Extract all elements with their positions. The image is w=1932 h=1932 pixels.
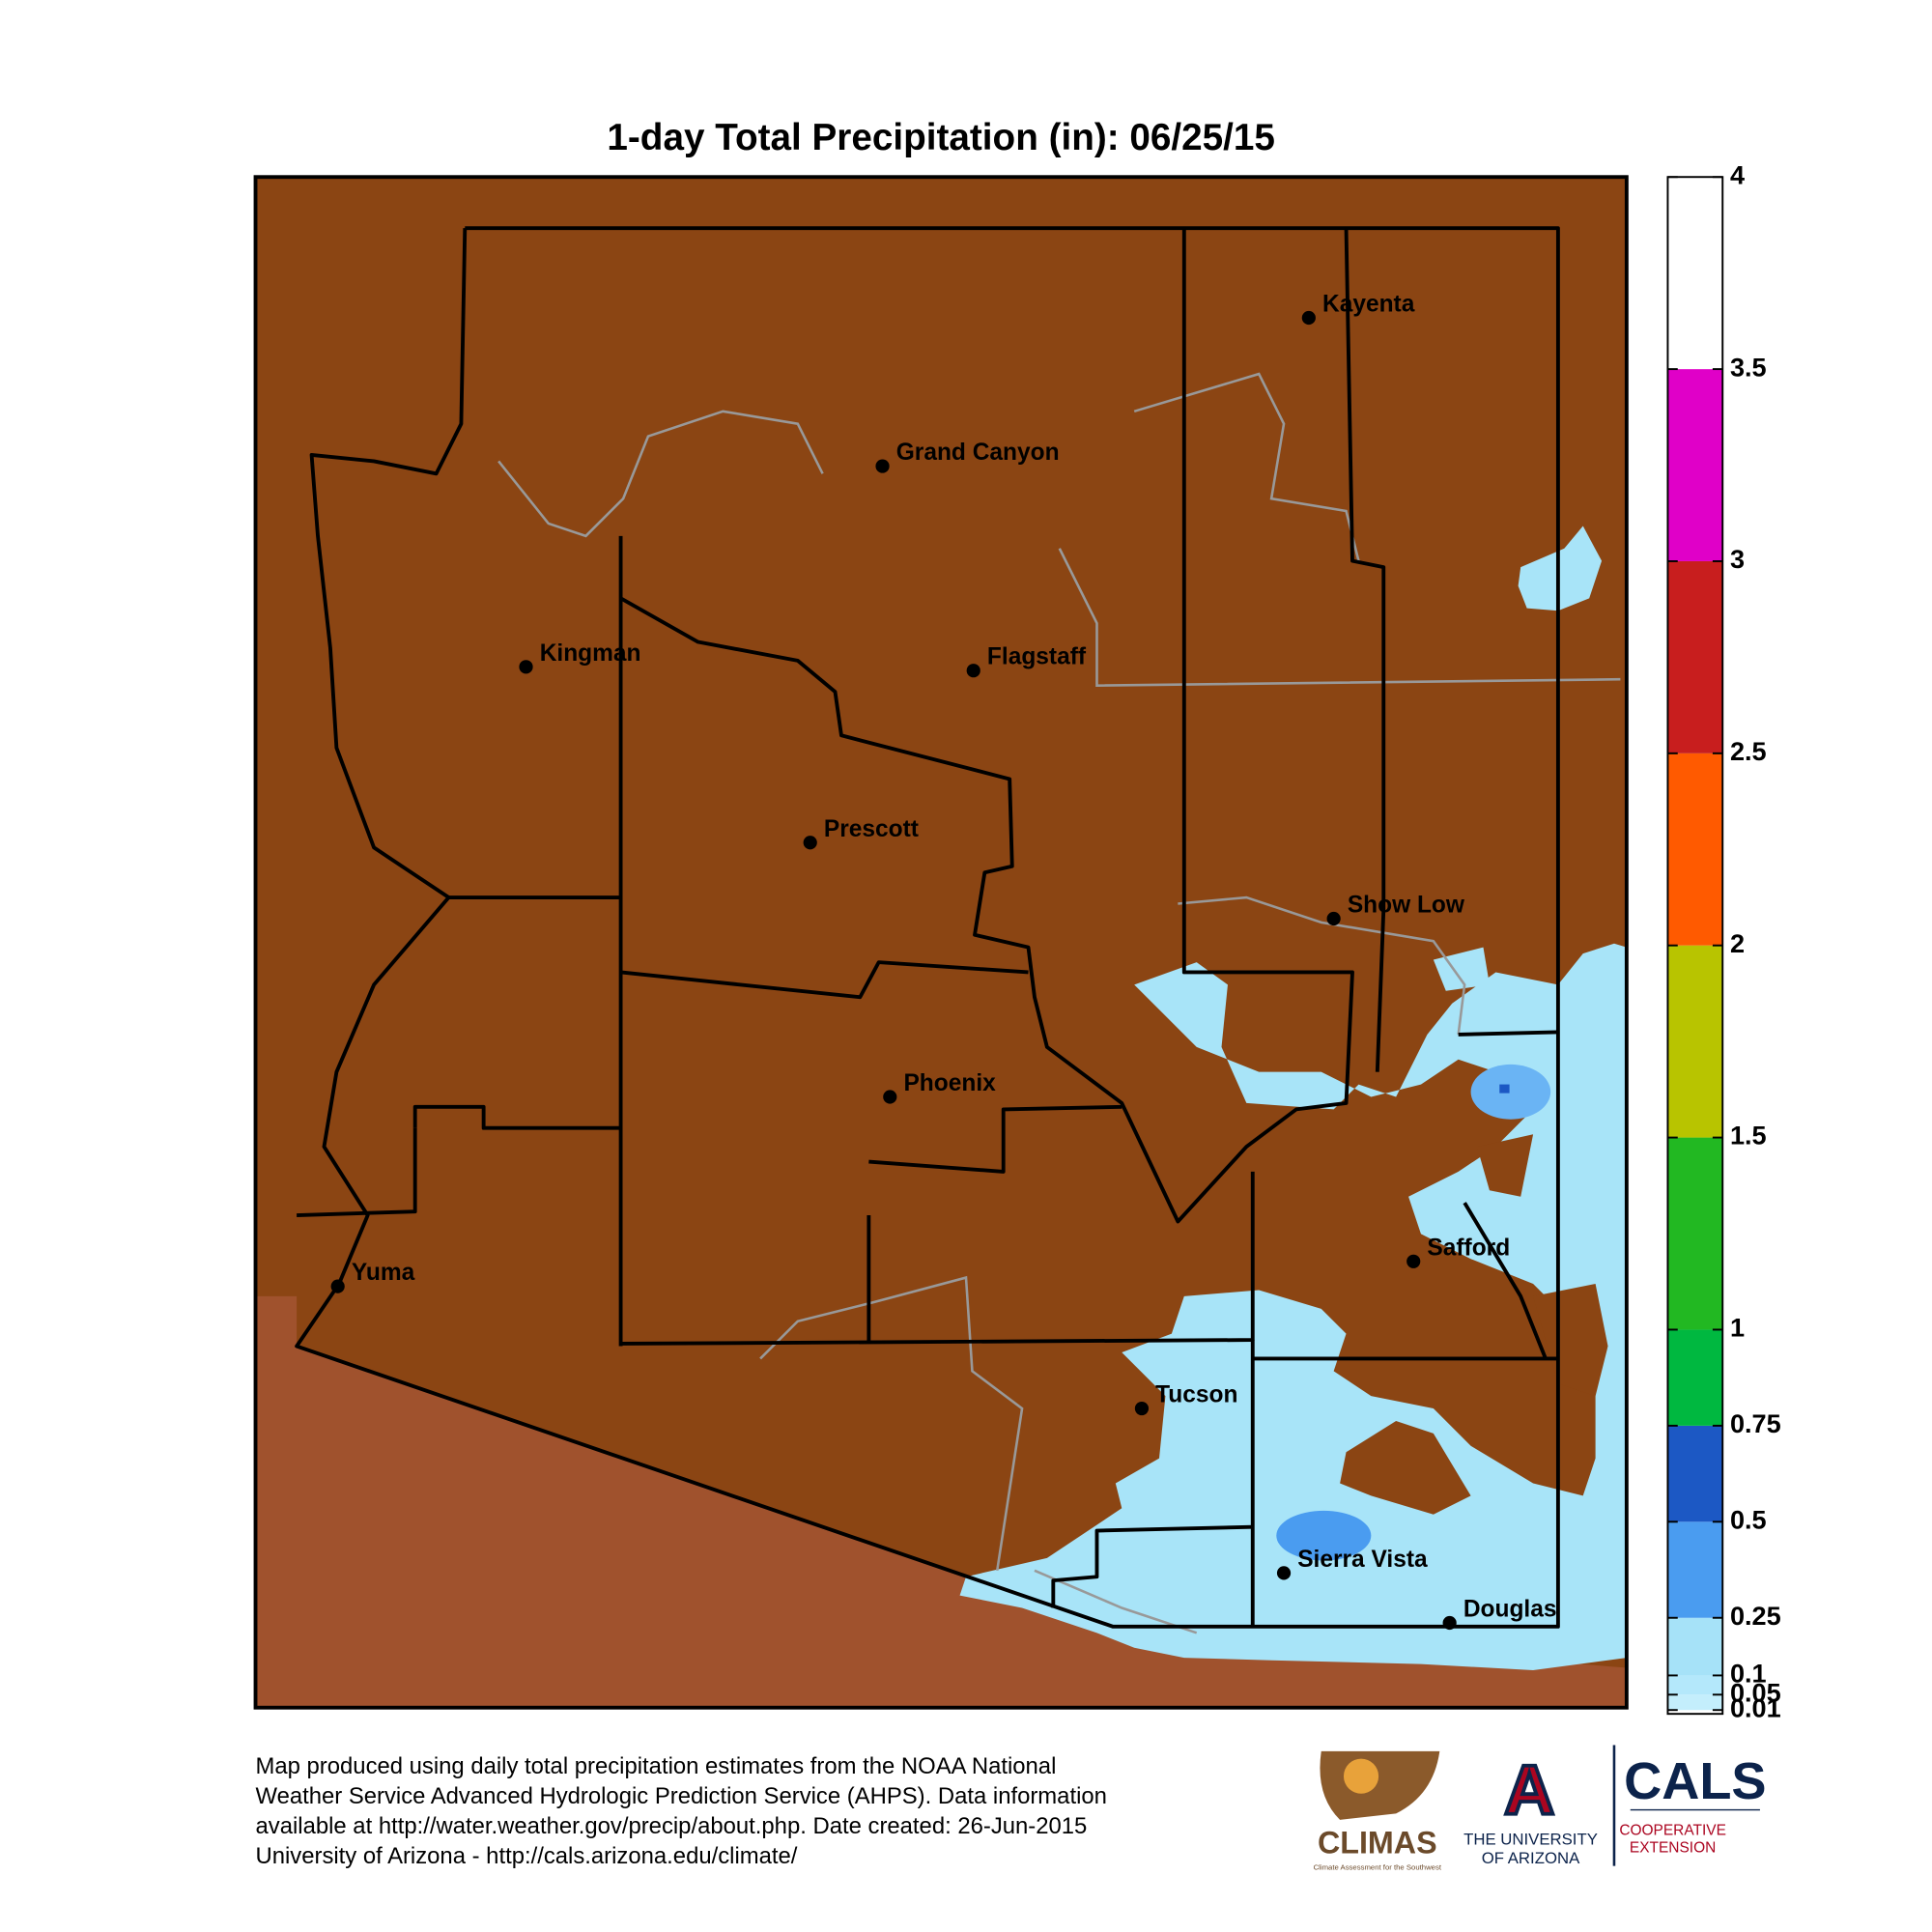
cals-logo: CALS (1624, 1752, 1767, 1810)
footer-line: available at http://water.weather.gov/pr… (256, 1813, 1088, 1839)
city-dot (966, 664, 980, 678)
colorbar-label: 0.25 (1730, 1601, 1781, 1631)
colorbar-band (1667, 560, 1723, 753)
city-label: Kayenta (1322, 292, 1415, 318)
city-dot (1406, 1254, 1421, 1268)
colorbar-band (1667, 1617, 1723, 1676)
colorbar-label: 1.5 (1730, 1121, 1767, 1151)
colorbar-label: 0.1 (1730, 1659, 1767, 1689)
colorbar-band (1667, 177, 1723, 370)
colorbar-band (1667, 369, 1723, 561)
city-dot (875, 459, 890, 473)
colorbar-band (1667, 1329, 1723, 1426)
cals-text: EXTENSION (1630, 1839, 1716, 1856)
city-label: Kingman (540, 640, 641, 667)
cals-text: COOPERATIVE (1619, 1822, 1726, 1838)
city-dot (803, 836, 817, 850)
ua-text: OF ARIZONA (1482, 1849, 1580, 1867)
footer: Map produced using daily total precipita… (256, 1753, 1107, 1869)
city-dot (1276, 1566, 1292, 1580)
city-label: Flagstaff (987, 644, 1087, 670)
city-label: Phoenix (903, 1070, 996, 1096)
heavier-precip (1276, 1064, 1551, 1561)
colorbar: 0.010.050.1 0.25 0.5 0.75 1 1.5 2 2.5 3 3.5 4 (1666, 159, 1781, 1722)
footer-line: University of Arizona - http://cals.ariz… (256, 1843, 798, 1869)
colorbar-label: 3.5 (1730, 352, 1767, 382)
city-dot (1301, 310, 1316, 326)
city-label: Safford (1427, 1235, 1510, 1261)
footer-line: Map produced using daily total precipita… (256, 1753, 1057, 1779)
city-label: Tucson (1155, 1382, 1237, 1408)
city-label: Douglas (1463, 1597, 1557, 1623)
mexico (255, 1295, 1627, 1708)
colorbar-band (1667, 753, 1723, 946)
map-title: 1-day Total Precipitation (in): 06/25/15 (607, 117, 1275, 158)
city-dot (1442, 1615, 1457, 1631)
colorbar-band (1667, 945, 1723, 1138)
colorbar-label: 0.01 (1730, 1692, 1781, 1722)
ua-logo: A (1504, 1751, 1554, 1829)
map-figure: 1-day Total Precipitation (in): 06/25/15 (253, 117, 1781, 1871)
climas-sun (1343, 1758, 1379, 1794)
footer-line: Weather Service Advanced Hydrologic Pred… (256, 1783, 1107, 1809)
colorbar-label: 0.05 (1730, 1677, 1781, 1707)
city-label: Yuma (352, 1260, 415, 1286)
city-label: Show Low (1348, 893, 1465, 919)
colorbar-label: 2 (1730, 928, 1745, 958)
map: Kayenta Grand Canyon Kingman Flagstaff Presc… (253, 175, 1629, 1710)
colorbar-band (1667, 1425, 1723, 1522)
city-dot (330, 1279, 345, 1293)
logos: CLIMAS Climate Assessment for the Southw… (1314, 1745, 1767, 1871)
city-dot (519, 660, 533, 674)
climas-tagline: Climate Assessment for the Southwest (1314, 1862, 1442, 1871)
dry-areas (1340, 1134, 1608, 1515)
city-label: Grand Canyon (896, 440, 1060, 466)
city-dot (1134, 1401, 1150, 1416)
colorbar-band (1667, 1521, 1723, 1618)
city-dot (883, 1090, 897, 1104)
ua-text: THE UNIVERSITY (1463, 1831, 1598, 1849)
colorbar-band (1667, 1675, 1723, 1695)
map-frame (253, 175, 1629, 1710)
reservation-lines (497, 372, 1621, 1634)
climas-logo: CLIMAS (1318, 1826, 1437, 1861)
colorbar-band (1667, 1137, 1723, 1330)
colorbar-label: 0.5 (1730, 1504, 1767, 1534)
colorbar-label: 2.5 (1730, 736, 1767, 766)
cities: Kayenta Grand Canyon Kingman Flagstaff Presc… (330, 292, 1557, 1631)
city-dot (1326, 911, 1341, 926)
state-and-county-lines (295, 226, 1560, 1629)
city-label: Sierra Vista (1297, 1547, 1428, 1573)
colorbar-band (1667, 1694, 1723, 1711)
colorbar-label: 4 (1730, 159, 1745, 189)
climas-mark (1320, 1750, 1440, 1820)
colorbar-label: 3 (1730, 544, 1745, 574)
colorbar-label: 0.75 (1730, 1408, 1781, 1438)
colorbar-label: 1 (1730, 1313, 1745, 1343)
city-label: Prescott (824, 816, 919, 842)
